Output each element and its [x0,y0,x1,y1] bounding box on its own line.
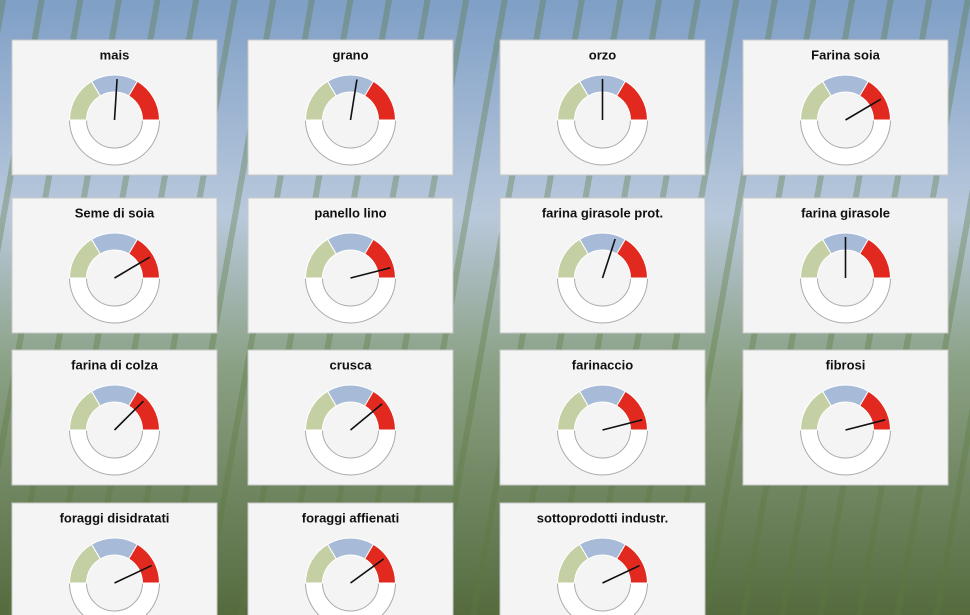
gauge-title: panello lino [314,205,386,220]
gauge-lower [68,429,161,476]
gauge-band [859,238,892,279]
gauge-title: grano [332,47,368,62]
gauge-lower [68,277,161,324]
gauge-needle [113,79,118,121]
gauge-band [128,543,161,584]
gauge-lower [304,582,397,615]
gauge-lower [799,277,892,324]
gauge-lower [799,429,892,476]
gauge-band [616,80,649,121]
gauge-lower [556,277,649,324]
gauge-title: crusca [330,357,373,372]
gauge-title: fibrosi [826,357,866,372]
gauge-band [859,80,892,121]
gauge-needle [845,98,882,121]
gauge-lower [556,119,649,166]
gauge-title: farinaccio [572,357,633,372]
gauge-title: farina di colza [71,357,158,372]
panel [499,502,706,615]
gauge-title: mais [100,47,130,62]
gauge-needle [601,238,616,279]
gauge-lower [68,582,161,615]
gauge-title: orzo [589,47,617,62]
gauge-lower [556,429,649,476]
panel [11,502,218,615]
panel [247,502,454,615]
gauge-band [616,238,649,279]
gauge-band [364,543,397,584]
gauge-needle [602,419,643,431]
gauge-title: farina girasole prot. [542,205,663,220]
gauge-needle [602,564,640,584]
gauge-band [364,80,397,121]
gauge-lower [304,277,397,324]
gauge-band [128,238,161,279]
gauge-needle [845,419,886,431]
gauge-lower [304,429,397,476]
gauge-title: farina girasole [801,205,890,220]
gauge-needle [114,256,151,279]
gauge-needle [350,558,385,584]
gauge-lower [799,119,892,166]
gauge-title: foraggi affienati [302,510,400,525]
gauge-lower [556,582,649,615]
gauge-title: sottoprodotti industr. [537,510,668,525]
gauge-needle [113,400,145,431]
gauge-band [364,390,397,431]
gauge-title: foraggi disidratati [60,510,170,525]
panel [499,349,706,486]
gauge-needle [349,403,383,431]
gauge-band [128,80,161,121]
gauge-needle [350,267,391,279]
gauge-band [616,543,649,584]
gauge-needle [114,564,152,584]
gauge-title: Seme di soia [75,205,155,220]
gauge-title: Farina soia [811,47,880,62]
gauge-lower [304,119,397,166]
gauge-needle [349,79,358,121]
gauge-lower [68,119,161,166]
